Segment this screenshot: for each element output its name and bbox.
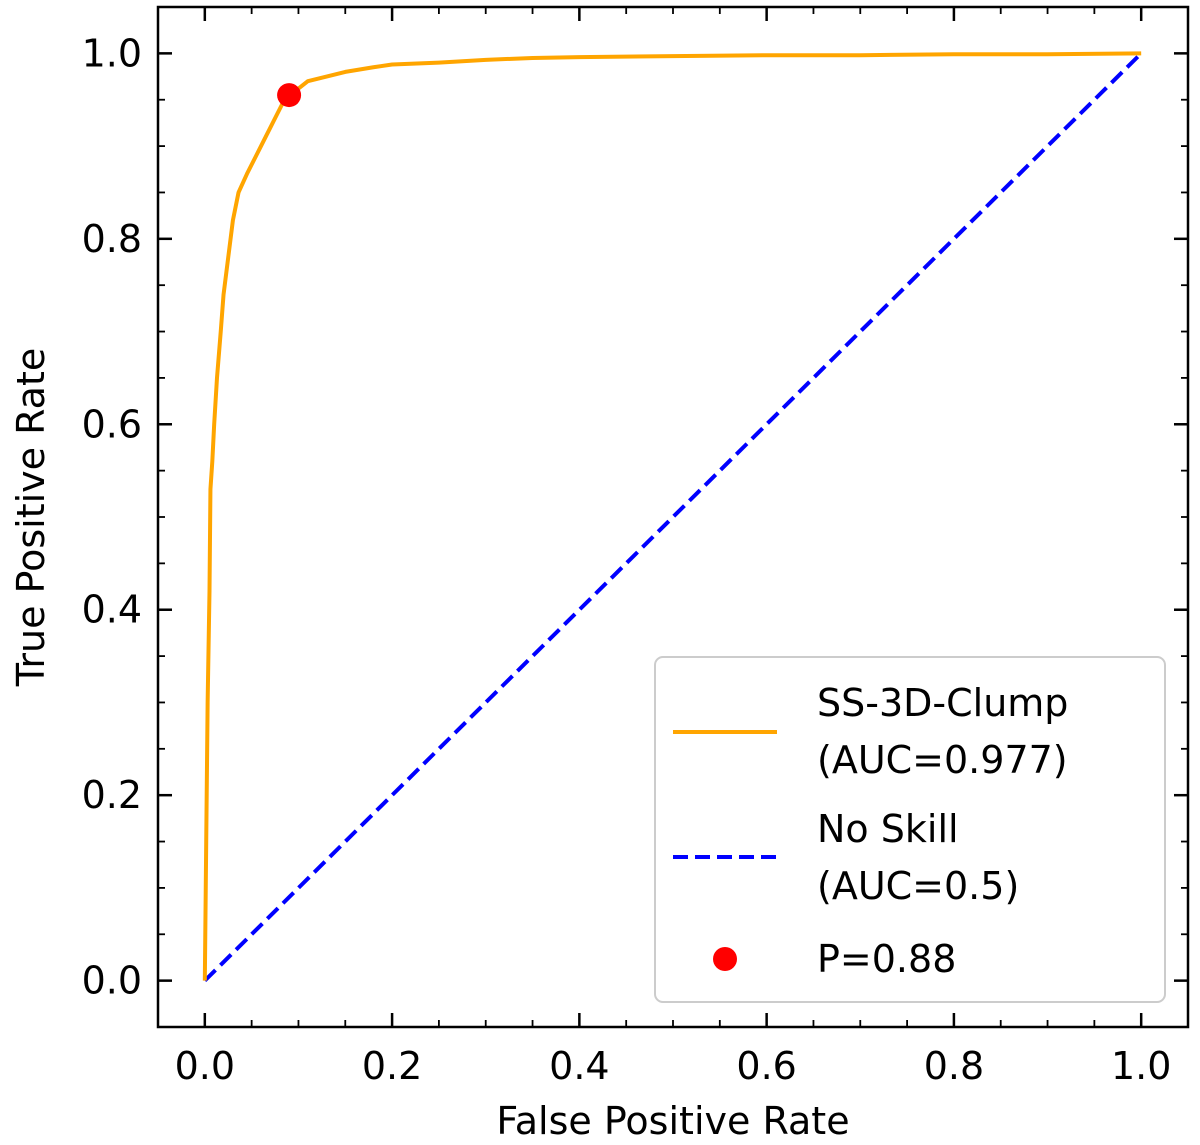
- x-tick-label: 1.0: [1111, 1044, 1171, 1088]
- x-tick-label: 0.8: [924, 1044, 984, 1088]
- y-tick-label: 0.4: [82, 588, 142, 632]
- y-axis-title: True Positive Rate: [9, 348, 53, 688]
- legend-label-ss3dclump-auc: (AUC=0.977): [817, 738, 1068, 782]
- legend-label-threshold: P=0.88: [817, 937, 956, 981]
- x-axis-title: False Positive Rate: [496, 1099, 849, 1143]
- y-tick-label: 0.0: [82, 959, 142, 1003]
- x-tick-label: 0.0: [175, 1044, 235, 1088]
- legend-label-ss3dclump: SS-3D-Clump: [817, 681, 1068, 725]
- y-tick-label: 0.6: [82, 402, 142, 446]
- y-tick-label: 0.2: [82, 773, 142, 817]
- threshold-point: [277, 83, 302, 108]
- y-tick-label: 0.8: [82, 217, 142, 261]
- x-tick-label: 0.2: [362, 1044, 422, 1088]
- axis-ticks: 0.0 0.2 0.4 0.6 0.8 1.0 0.0 0.2 0.4 0.6 0.8 1.0: [82, 7, 1188, 1088]
- x-tick-label: 0.6: [736, 1044, 796, 1088]
- legend-marker-threshold: [713, 947, 737, 971]
- plot-frame: [156, 5, 1190, 1029]
- legend-label-no-skill-auc: (AUC=0.5): [817, 864, 1019, 908]
- legend: SS-3D-Clump (AUC=0.977) No Skill (AUC=0.…: [654, 656, 1166, 1003]
- points-layer: [277, 83, 302, 108]
- legend-label-no-skill: No Skill: [817, 807, 959, 851]
- legend-frame: [654, 656, 1166, 1003]
- y-tick-label: 1.0: [82, 31, 142, 75]
- x-tick-label: 0.4: [549, 1044, 609, 1088]
